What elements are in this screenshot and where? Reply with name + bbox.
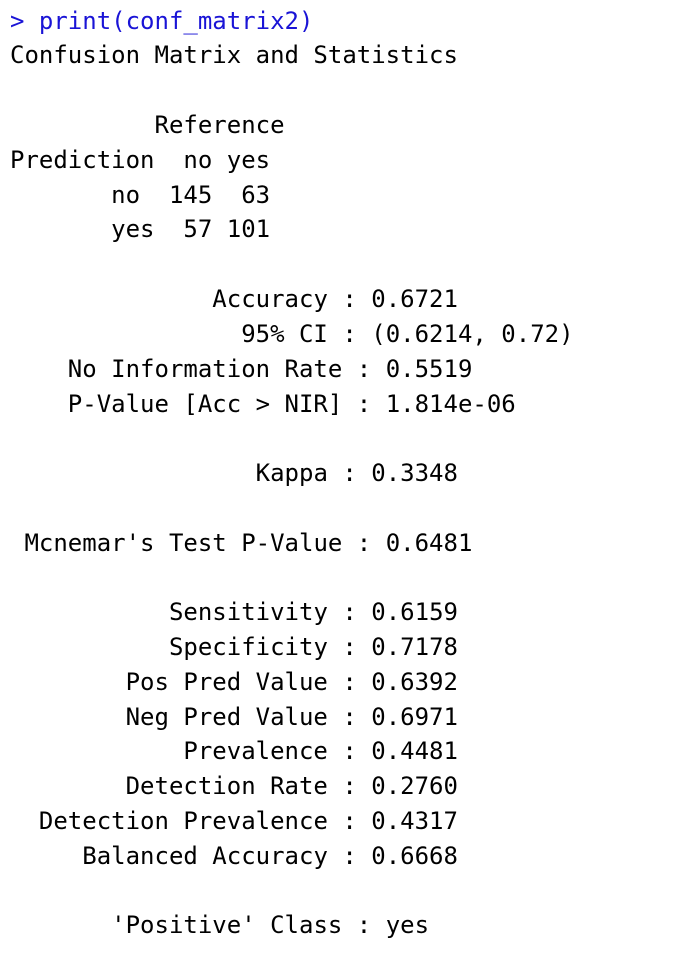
stat-row-detection-prevalence: Detection Prevalence : 0.4317 (38, 807, 458, 835)
stat-label: Detection Rate (125, 772, 328, 800)
stat-label: Specificity (168, 633, 328, 661)
stat-label: Mcnemar's Test P-Value (24, 529, 343, 557)
stat-row-kappa: Kappa : 0.3348 (255, 459, 458, 487)
stat-label: Pos Pred Value (125, 668, 328, 696)
stat-value: 0.6971 (371, 703, 458, 731)
stat-label: 'Positive' Class (111, 911, 343, 939)
stat-value: 0.3348 (371, 459, 458, 487)
stat-value: 0.5519 (385, 355, 473, 383)
row-label-yes: yes (111, 215, 155, 243)
stat-row-detection-rate: Detection Rate : 0.2760 (125, 772, 458, 800)
column-header-yes: yes (226, 146, 271, 174)
stat-value: 0.6392 (371, 668, 458, 696)
stat-value: 0.6481 (385, 529, 473, 557)
stat-value: 0.6668 (371, 842, 458, 870)
reference-label: Reference (154, 111, 285, 139)
stat-row-95-ci: 95% CI : (0.6214, 0.72) (241, 320, 574, 348)
row-label-no: no (111, 181, 141, 209)
stat-row-specificity: Specificity : 0.7178 (168, 633, 458, 661)
cell-yes-no: 57 (183, 215, 213, 243)
stat-row-pos-pred-value: Pos Pred Value : 0.6392 (125, 668, 458, 696)
stat-label: Kappa (255, 459, 328, 487)
stat-label: Neg Pred Value (125, 703, 328, 731)
stat-row-balanced-accuracy: Balanced Accuracy : 0.6668 (82, 842, 458, 870)
stat-row-mcnemar: Mcnemar's Test P-Value : 0.6481 (24, 529, 473, 557)
column-header-no: no (183, 146, 213, 174)
stat-row-p-value: P-Value [Acc > NIR] : 1.814e-06 (67, 390, 516, 418)
stat-row-neg-pred-value: Neg Pred Value : 0.6971 (125, 703, 458, 731)
stat-label: No Information Rate (67, 355, 343, 383)
stat-label: P-Value [Acc > NIR] (67, 390, 343, 418)
stat-value: (0.6214, 0.72) (371, 320, 574, 348)
prediction-label: Prediction (10, 146, 155, 174)
matrix-row: yes 57 101 (10, 212, 270, 247)
stat-row-sensitivity: Sensitivity : 0.6159 (168, 598, 458, 626)
stat-value: 0.7178 (371, 633, 458, 661)
stat-label: Sensitivity (168, 598, 328, 626)
stat-label: Prevalence (183, 737, 328, 765)
matrix-reference-row: Reference (10, 108, 285, 143)
command-text: print(conf_matrix2) (38, 7, 314, 35)
stat-label: Accuracy (212, 285, 328, 313)
stat-value: 0.4317 (371, 807, 458, 835)
stat-row-positive-class: 'Positive' Class : yes (111, 911, 430, 939)
stat-value: yes (385, 911, 430, 939)
stat-row-accuracy: Accuracy : 0.6721 (212, 285, 458, 313)
stat-value: 0.2760 (371, 772, 458, 800)
matrix-row: no 145 63 (10, 178, 270, 213)
stat-row-prevalence: Prevalence : 0.4481 (183, 737, 458, 765)
stat-label: Balanced Accuracy (82, 842, 328, 870)
stat-label: 95% CI (241, 320, 328, 348)
command-line[interactable]: > print(conf_matrix2) (10, 4, 313, 39)
cell-no-yes: 63 (241, 181, 271, 209)
output-header: Confusion Matrix and Statistics (10, 41, 458, 69)
stat-value: 1.814e-06 (385, 390, 516, 418)
cell-yes-yes: 101 (226, 215, 271, 243)
console-prompt: > (10, 7, 39, 35)
stat-label: Detection Prevalence (38, 807, 328, 835)
matrix-column-header-row: Prediction no yes (10, 143, 270, 178)
cell-no-no: 145 (168, 181, 213, 209)
stat-value: 0.6721 (371, 285, 458, 313)
stat-value: 0.4481 (371, 737, 458, 765)
stat-row-no-information-rate: No Information Rate : 0.5519 (67, 355, 473, 383)
stat-value: 0.6159 (371, 598, 458, 626)
